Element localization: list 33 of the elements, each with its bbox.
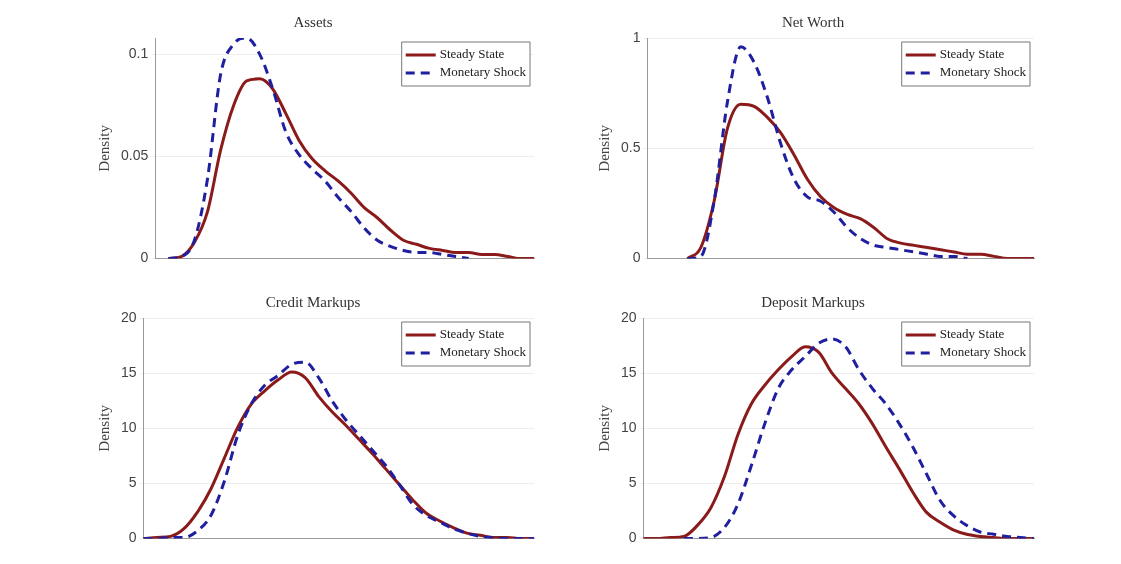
y-axis-title: Density xyxy=(595,404,612,452)
y-tick-label: 0.1 xyxy=(128,45,149,62)
chart-title: Assets xyxy=(293,13,333,30)
y-tick-label: 15 xyxy=(120,364,137,381)
line-series xyxy=(685,102,1036,259)
chart-title: Deposit Markups xyxy=(761,293,866,310)
y-axis-title: Density xyxy=(595,124,612,172)
y-tick-label: 0.5 xyxy=(620,139,641,156)
y-tick-label: 0 xyxy=(128,529,137,546)
y-axis-title: Density xyxy=(95,124,112,172)
legend-label: Steady State xyxy=(939,46,1005,62)
y-tick-label: 0 xyxy=(628,529,637,546)
y-tick-label: 5 xyxy=(128,474,137,491)
y-tick-label: 5 xyxy=(628,474,637,491)
y-axis-title: Density xyxy=(95,404,112,452)
y-tick-label: 20 xyxy=(620,308,637,325)
y-tick-label: 15 xyxy=(620,364,637,381)
chart-title: Net Worth xyxy=(781,13,845,30)
y-tick-label: 10 xyxy=(120,419,137,436)
legend-label: Monetary Shock xyxy=(939,344,1027,360)
chart-title: Credit Markups xyxy=(265,293,361,310)
y-tick-label: 0.05 xyxy=(121,147,149,164)
y-tick-label: 10 xyxy=(620,419,637,436)
y-tick-label: 0 xyxy=(632,249,641,266)
y-tick-label: 0 xyxy=(140,249,149,266)
legend-label: Monetary Shock xyxy=(439,64,527,80)
y-tick-label: 20 xyxy=(120,308,137,325)
legend-label: Steady State xyxy=(439,326,505,342)
legend-label: Monetary Shock xyxy=(939,64,1027,80)
legend-label: Steady State xyxy=(439,46,505,62)
y-tick-label: 1 xyxy=(632,28,641,45)
legend-label: Steady State xyxy=(939,326,1005,342)
legend-label: Monetary Shock xyxy=(439,344,527,360)
